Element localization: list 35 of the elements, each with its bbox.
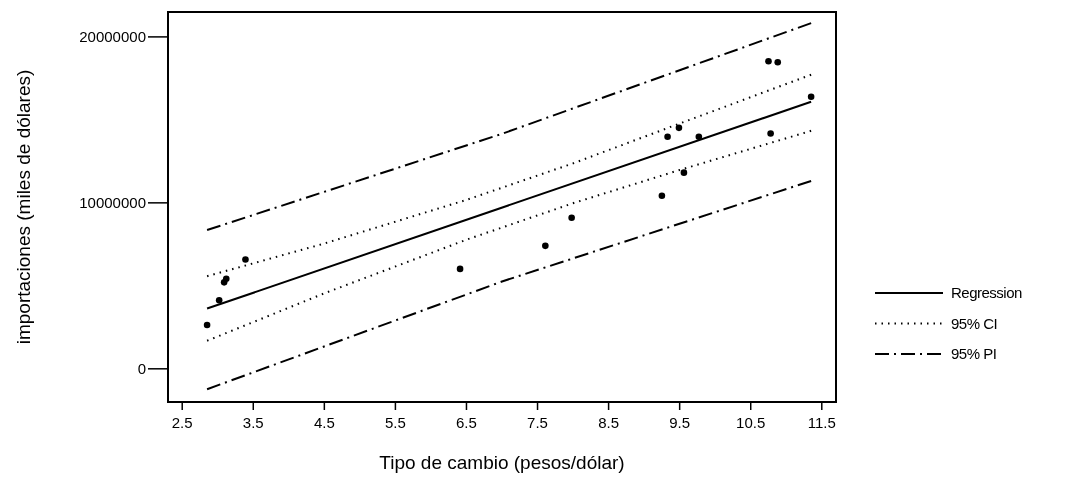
x-tick-label: 6.5: [456, 414, 477, 431]
x-tick-label: 2.5: [171, 414, 193, 431]
point: [767, 130, 774, 137]
point: [658, 192, 666, 200]
x-tick-label: 11.5: [807, 414, 836, 431]
point: [222, 275, 230, 283]
point: [774, 58, 782, 66]
point: [542, 242, 549, 250]
y-tick-label: 20000000: [79, 27, 146, 45]
x-tick-label: 7.5: [527, 414, 548, 431]
point: [242, 256, 249, 263]
y-tick-label: 10000000: [79, 193, 146, 211]
legend-label: 95% CI: [951, 314, 998, 332]
x-tick-label: 4.5: [313, 414, 335, 431]
legend-label: 95% PI: [951, 345, 997, 362]
point: [680, 169, 688, 176]
x-axis-title: Tipo de cambio (pesos/dólar): [379, 452, 625, 473]
point: [568, 214, 575, 222]
point: [456, 265, 464, 273]
point: [215, 296, 223, 304]
y-axis-title: importaciones (miles de dólares): [13, 69, 34, 345]
x-tick-label: 10.5: [736, 414, 766, 431]
line-series: [206, 129, 813, 342]
point: [203, 321, 211, 329]
line-series: [206, 73, 813, 278]
x-tick-label: 5.5: [384, 414, 406, 431]
x-tick-label: 8.5: [598, 414, 620, 431]
point: [807, 93, 815, 101]
point: [675, 124, 683, 132]
point: [664, 133, 671, 141]
y-tick-label: 0: [137, 359, 146, 377]
point: [765, 57, 772, 65]
x-tick-label: 3.5: [242, 414, 264, 431]
legend-label: Regression: [951, 284, 1023, 301]
x-tick-label: 9.5: [669, 414, 691, 431]
